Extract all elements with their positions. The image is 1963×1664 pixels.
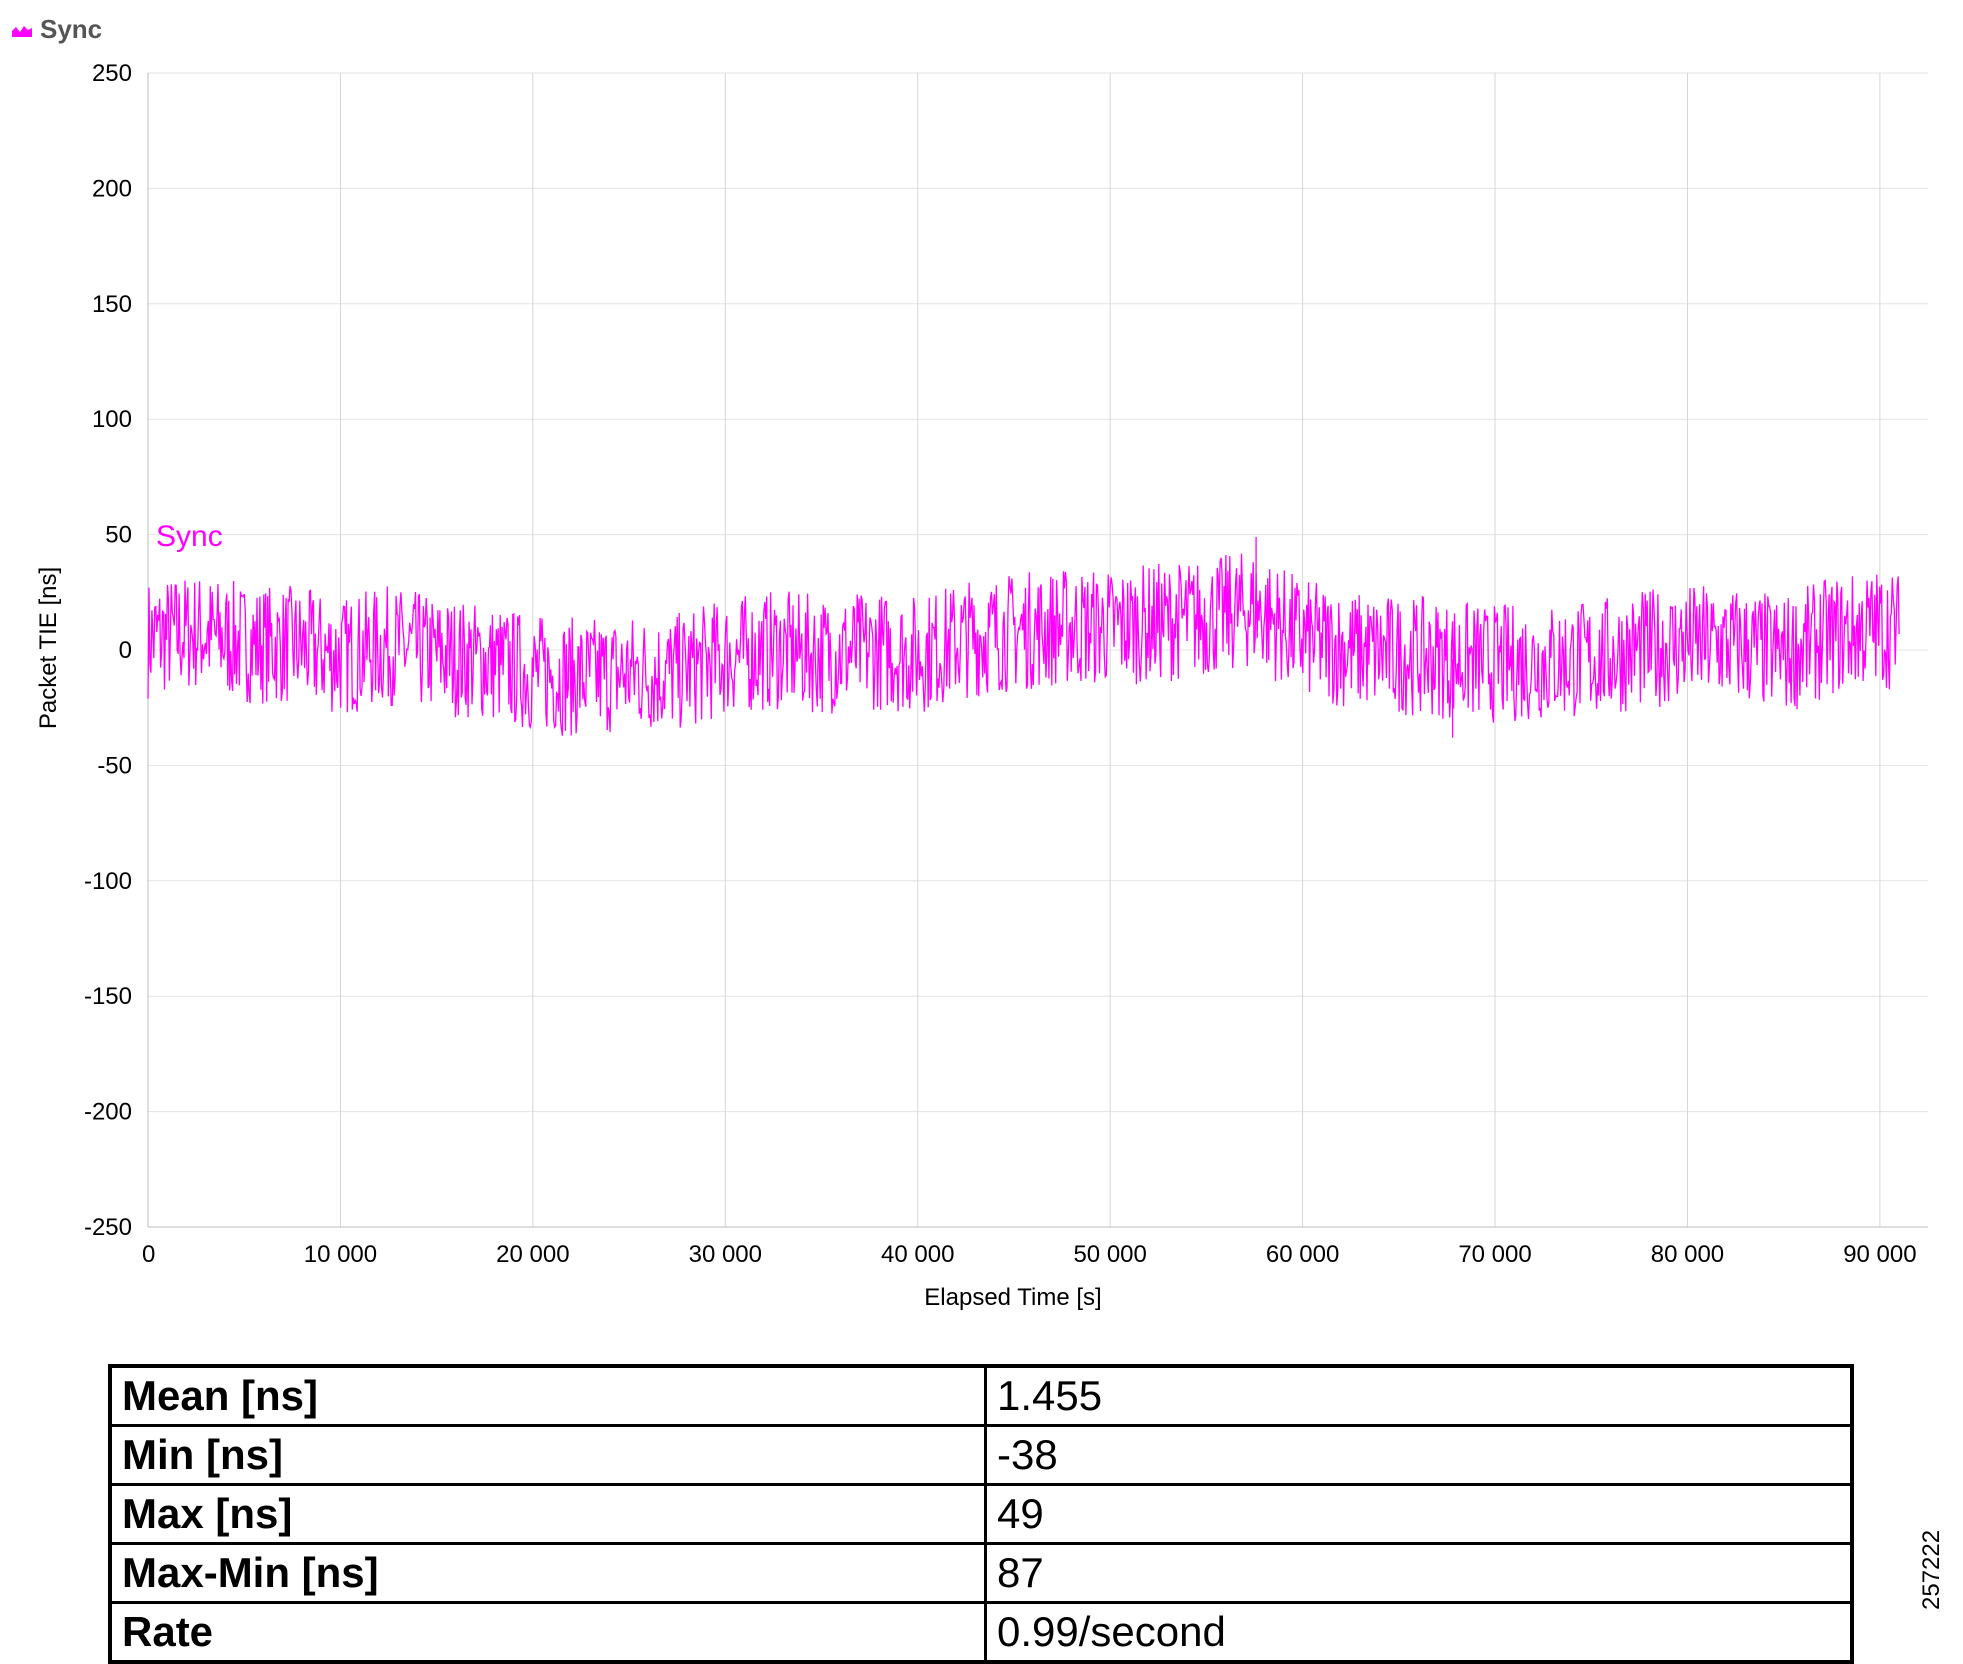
table-row: Mean [ns] 1.455 [108,1364,1854,1427]
x-tick-label: 0 [142,1241,155,1268]
stat-value: 87 [984,1542,1854,1604]
x-tick-label: 60 000 [1266,1241,1339,1268]
statistics-table: Mean [ns] 1.455 Min [ns] -38 Max [ns] 49 Ma… [108,1364,1854,1664]
series-line-sync [147,553,1900,736]
x-tick-label: 70 000 [1458,1241,1531,1268]
y-tick-label: 150 [92,291,132,318]
stat-label: Max [ns] [108,1483,987,1545]
table-row: Min [ns] -38 [108,1424,1854,1486]
stat-value: 0.99/second [984,1601,1854,1664]
x-tick-label: 20 000 [496,1241,569,1268]
y-tick-label: 0 [119,637,132,664]
stat-label: Max-Min [ns] [108,1542,987,1604]
x-tick-label: 30 000 [689,1241,762,1268]
stat-label: Min [ns] [108,1424,987,1486]
stat-label: Mean [ns] [108,1364,987,1427]
tie-chart: 250 200 150 100 50 0 -50 -100 -150 -200 -250 0 10 00… [35,60,1928,1311]
y-tick-label: 200 [92,175,132,202]
x-tick-label: 90 000 [1843,1241,1916,1268]
x-tick-label: 50 000 [1073,1241,1146,1268]
stat-value: 1.455 [984,1364,1854,1427]
stat-value: -38 [984,1424,1854,1486]
series-annotation: Sync [156,520,223,553]
y-tick-label: -200 [84,1099,132,1126]
legend[interactable]: Sync [12,14,102,45]
x-axis-label: Elapsed Time [s] [924,1284,1101,1311]
y-tick-label: -150 [84,983,132,1010]
x-tick-label: 40 000 [881,1241,954,1268]
legend-label: Sync [40,14,103,44]
stat-value: 49 [984,1483,1854,1545]
y-tick-label: -50 [97,752,132,779]
y-tick-label: 250 [92,60,132,87]
table-row: Max-Min [ns] 87 [108,1542,1854,1604]
y-tick-label: -250 [84,1214,132,1241]
table-row: Rate 0.99/second [108,1601,1854,1664]
y-tick-label: 100 [92,406,132,433]
stat-label: Rate [108,1601,987,1664]
area-chart-icon [12,23,32,37]
x-tick-label: 80 000 [1651,1241,1724,1268]
x-tick-label: 10 000 [304,1241,377,1268]
y-axis-label: Packet TIE [ns] [35,567,62,729]
table-row: Max [ns] 49 [108,1483,1854,1545]
y-tick-label: 50 [105,522,132,549]
figure-id: 257222 [1918,1529,1945,1610]
y-tick-label: -100 [84,868,132,895]
